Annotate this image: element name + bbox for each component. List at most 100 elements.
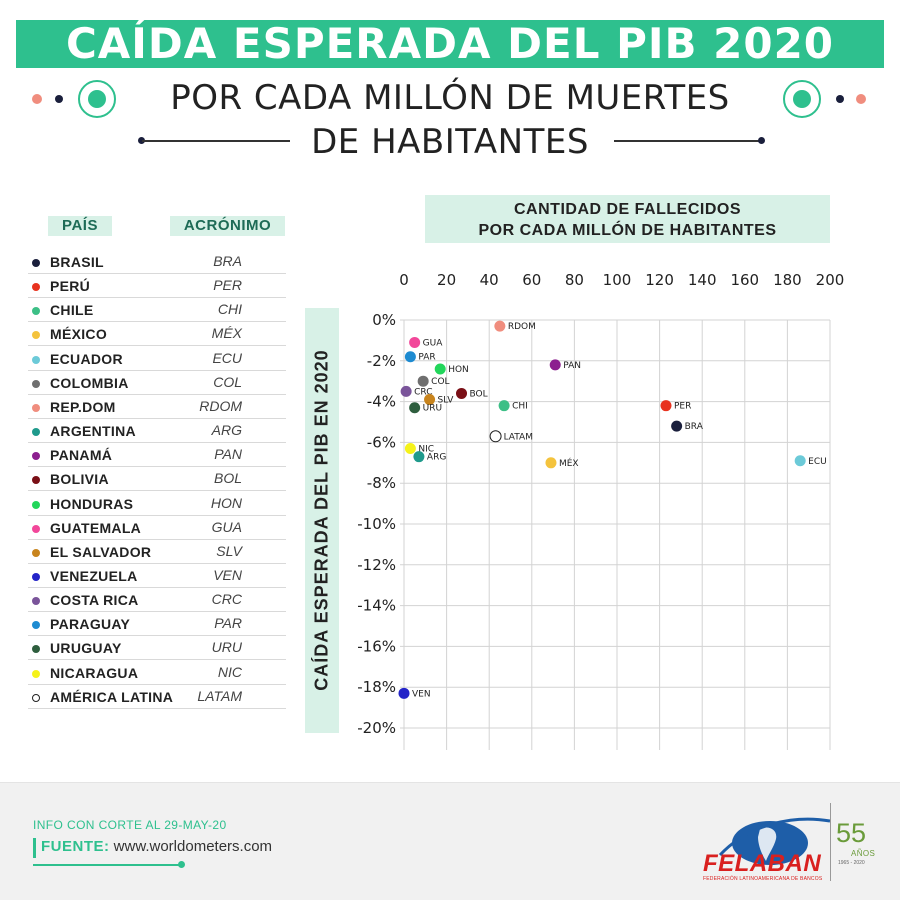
data-point-ecu (794, 455, 806, 467)
x-tick-label: 200 (816, 271, 845, 289)
data-point-col (417, 375, 429, 387)
legend-row: CHILE CHI (28, 298, 286, 323)
data-point-label: SLV (438, 396, 455, 406)
legend-dot (32, 259, 40, 267)
legend-row: BRASIL BRA (28, 250, 286, 274)
legend-dot (32, 548, 40, 557)
x-tick-label: 0 (399, 271, 409, 289)
data-point-label: HON (448, 365, 469, 375)
legend-country: PARAGUAY (50, 616, 131, 633)
x-tick-label: 60 (522, 271, 541, 289)
y-tick-label: -20% (357, 719, 396, 737)
deco-dot-right-green (793, 90, 811, 108)
info-date: INFO CON CORTE AL 29-MAY-20 (33, 818, 227, 832)
legend-acronym: RDOM (199, 397, 242, 414)
legend-acronym: URU (211, 639, 242, 656)
legend-dot (32, 428, 40, 437)
y-axis-title-bg (305, 308, 339, 733)
legend-row: PANAMÁ PAN (28, 443, 286, 468)
legend-row: VENEZUELA VEN (28, 564, 286, 588)
data-point-pan (549, 359, 561, 371)
data-point-gua (409, 336, 421, 348)
legend-acronym: PER (213, 277, 242, 294)
legend-country: BRASIL (50, 254, 104, 270)
legend-dot (32, 355, 40, 364)
legend-dot (32, 669, 40, 678)
data-point-label: PAN (563, 361, 581, 371)
data-point-label: BRA (685, 422, 704, 432)
legend-acronym: ARG (211, 422, 242, 439)
deco-dot-right-salmon (856, 94, 866, 104)
legend-row: COLOMBIA COL (28, 371, 286, 395)
legend-dot (32, 645, 40, 654)
legend-acronym: HON (210, 494, 242, 511)
legend-dot (32, 524, 40, 533)
legend-dot (32, 572, 40, 581)
deco-ring-left (78, 80, 116, 118)
deco-dot-right-navy (836, 95, 844, 103)
logo-divider (830, 803, 831, 881)
y-tick-label: 0% (372, 311, 396, 329)
y-tick-label: -8% (367, 474, 396, 492)
source-link[interactable]: www.worldometers.com (113, 838, 273, 855)
legend-country: REP.DOM (50, 398, 116, 415)
legend-acronym: PAR (214, 615, 242, 632)
y-tick-label: -16% (357, 637, 396, 655)
legend-country: AMÉRICA LATINA (50, 688, 174, 705)
legend-acronym: BRA (213, 253, 242, 269)
legend-row: URUGUAY URU (28, 636, 286, 661)
data-point-latam (489, 430, 502, 443)
main-title: CAÍDA ESPERADA DEL PIB 2020 (16, 20, 884, 68)
legend-country: NICARAGUA (50, 664, 139, 681)
deco-line-dot-left (138, 137, 145, 144)
data-point-label: VEN (412, 689, 431, 699)
legend-acronym: CHI (217, 301, 242, 318)
legend-country: VENEZUELA (50, 567, 138, 584)
legend-dot (32, 693, 40, 702)
legend-row: COSTA RICA CRC (28, 588, 286, 613)
data-point-label: NIC (418, 445, 434, 455)
legend-row: HONDURAS HON (28, 492, 286, 516)
y-tick-label: -4% (367, 393, 396, 411)
source: FUENTE: www.worldometers.com (41, 838, 272, 855)
legend-row: AMÉRICA LATINA LATAM (28, 685, 286, 709)
data-point-label: ARG (427, 453, 446, 463)
data-point-label: ECU (808, 457, 827, 467)
legend-row: EL SALVADOR SLV (28, 540, 286, 564)
deco-ring-right (783, 80, 821, 118)
subtitle-line-1: POR CADA MILLÓN DE MUERTES (170, 78, 730, 118)
legend-country: PANAMÁ (50, 447, 113, 464)
footer-line (33, 864, 181, 866)
legend-country: EL SALVADOR (50, 543, 152, 560)
legend-row: REP.DOM RDOM (28, 395, 286, 419)
y-tick-label: -2% (367, 352, 396, 370)
deco-line-right (614, 140, 762, 142)
data-point-rdom (494, 320, 506, 332)
legend-dot (32, 500, 40, 509)
data-point-label: COL (431, 377, 449, 387)
legend-country: ARGENTINA (50, 423, 136, 440)
legend-dot (32, 621, 40, 630)
legend-acronym: LATAM (197, 687, 242, 704)
anniversary-years: 1965 - 2020 (838, 860, 865, 866)
legend-country: CHILE (50, 302, 94, 319)
x-tick-label: 80 (565, 271, 584, 289)
data-point-nic (404, 443, 416, 455)
data-point-crc (400, 385, 412, 397)
data-point-label: BOL (470, 389, 488, 399)
legend-acronym: SLV (216, 542, 242, 559)
legend-dot (32, 403, 40, 412)
data-point-label: PER (674, 402, 691, 412)
globe-continent (758, 827, 777, 861)
legend-country: MÉXICO (50, 326, 108, 343)
legend-country: PERÚ (50, 278, 91, 295)
legend-row: ARGENTINA ARG (28, 419, 286, 444)
data-point-label: RDOM (508, 322, 536, 332)
legend-dot (32, 379, 40, 388)
legend-row: GUATEMALA GUA (28, 516, 286, 540)
deco-line-left (142, 140, 290, 142)
data-point-label: CRC (414, 387, 432, 397)
data-point-per (660, 400, 672, 412)
x-tick-label: 120 (645, 271, 674, 289)
legend-acronym: VEN (213, 566, 242, 583)
